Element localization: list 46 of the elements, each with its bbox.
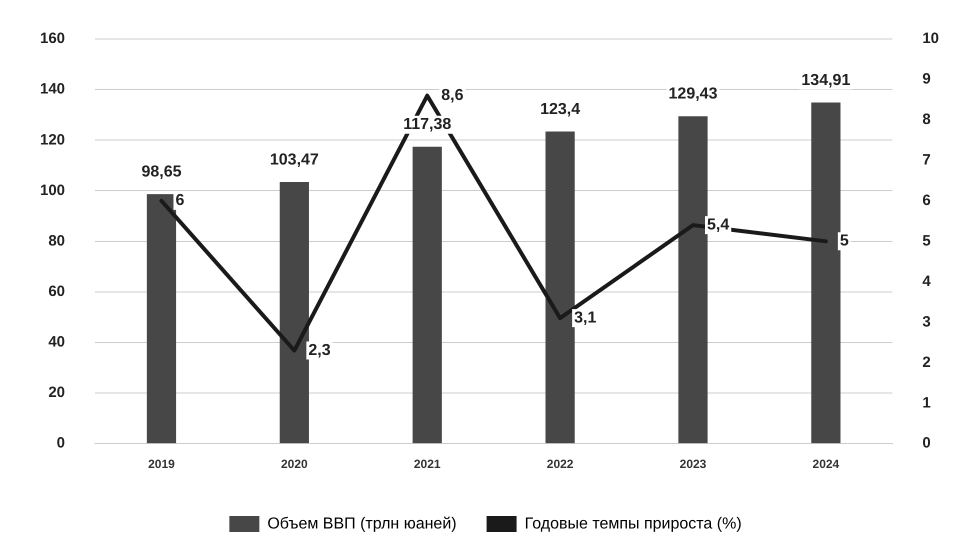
y-tick-label: 20 — [48, 384, 66, 402]
x-tick-label: 2020 — [280, 457, 308, 472]
y2-tick-label: 8 — [922, 111, 931, 128]
x-tick-label: 2023 — [680, 457, 707, 472]
data-label: 129,43 — [668, 86, 718, 103]
bar — [146, 194, 176, 444]
x-tick-label: 2024 — [812, 457, 840, 472]
y2-tick-label: 5 — [922, 232, 931, 250]
data-label: 134,91 — [801, 72, 850, 89]
bar — [545, 132, 575, 444]
bar — [811, 102, 840, 444]
data-label: 103,47 — [270, 151, 319, 168]
bar — [280, 182, 309, 444]
data-label: 98,65 — [141, 164, 182, 181]
y2-tick-label: 4 — [922, 272, 932, 290]
y-tick-label: 120 — [40, 131, 66, 148]
data-label: 2,3 — [308, 342, 331, 359]
y-tick-label: 40 — [48, 334, 66, 351]
bar — [412, 146, 442, 444]
data-label: 117,38 — [403, 116, 452, 134]
y-tick-label: 160 — [40, 30, 66, 48]
bar — [678, 116, 708, 444]
y2-tick-label: 3 — [922, 313, 931, 330]
x-tick-label: 2021 — [414, 457, 441, 472]
y2-tick-label: 9 — [922, 70, 931, 88]
data-label: 8,6 — [441, 87, 464, 104]
y-tick-label: 80 — [48, 232, 66, 250]
y2-tick-label: 10 — [922, 30, 940, 48]
y-tick-label: 60 — [48, 283, 66, 300]
legend-label: Объем ВВП (трлн юаней) — [267, 515, 457, 532]
y2-tick-label: 2 — [922, 354, 931, 371]
x-tick-label: 2022 — [546, 457, 574, 472]
x-tick-label: 2019 — [148, 457, 176, 472]
data-label: 5 — [840, 232, 849, 250]
y-tick-label: 100 — [40, 182, 66, 199]
data-label: 3,1 — [574, 310, 596, 327]
legend-label: Годовые темпы прироста (%) — [524, 515, 742, 532]
data-label: 123,4 — [540, 100, 580, 118]
y2-tick-label: 6 — [922, 192, 931, 209]
y2-tick-label: 7 — [922, 152, 931, 169]
data-label: 6 — [175, 192, 184, 210]
y-tick-label: 0 — [56, 434, 66, 452]
y2-tick-label: 1 — [922, 394, 931, 412]
data-label: 5,4 — [706, 216, 730, 234]
y-tick-label: 140 — [40, 80, 66, 98]
y2-tick-label: 0 — [922, 434, 931, 452]
